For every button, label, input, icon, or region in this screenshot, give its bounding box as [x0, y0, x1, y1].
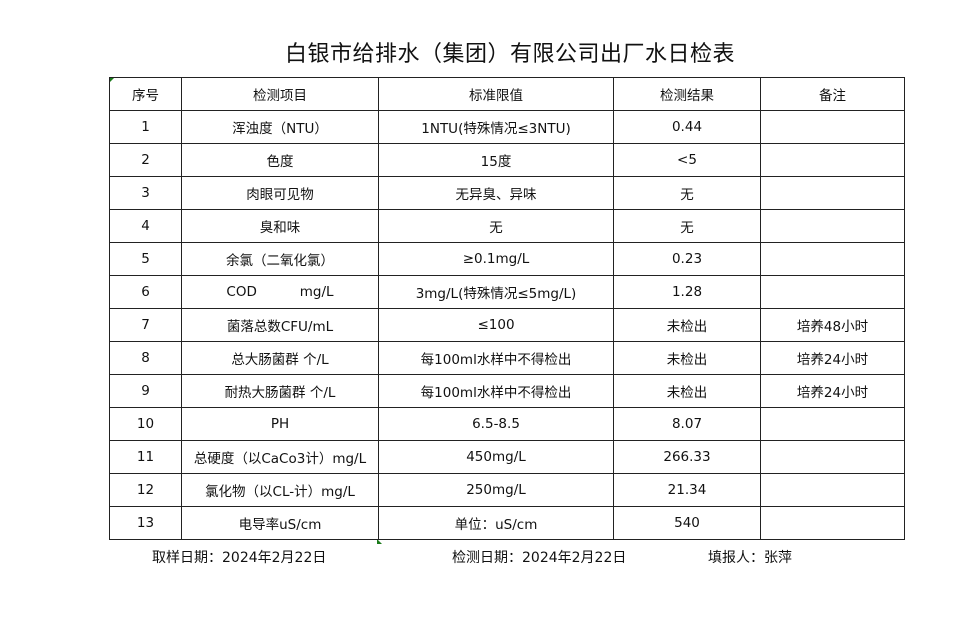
table-cell	[760, 506, 905, 540]
table-cell: 臭和味	[181, 209, 379, 243]
table-cell: 3	[109, 176, 182, 210]
table-row: 4 臭和味无无	[109, 209, 905, 243]
table-cell: 菌落总数CFU/mL	[181, 308, 379, 342]
table-row: 7 菌落总数CFU/mL ≤100 未检出 培养48小时	[109, 308, 905, 342]
table-cell	[760, 143, 905, 177]
column-header: 检测结果	[613, 77, 761, 111]
table-row: 5 余氯（二氧化氯） ≥0.1mg/L 0.23	[109, 242, 905, 276]
reporter: 填报人：张萍	[708, 550, 792, 566]
table-cell: 耐热大肠菌群 个/L	[181, 374, 379, 408]
table-row: 13 电导率uS/cm 单位：uS/cm 540	[109, 506, 905, 540]
table-cell: 培养24小时	[760, 374, 905, 408]
table-cell: COD mg/L	[181, 275, 379, 309]
table-cell: 电导率uS/cm	[181, 506, 379, 540]
table-cell: 0.23	[613, 242, 761, 276]
table-cell: 无异臭、异味	[378, 176, 614, 210]
table-cell: 10	[109, 407, 182, 441]
table-cell: 13	[109, 506, 182, 540]
table-cell: 6	[109, 275, 182, 309]
table-cell: 1	[109, 110, 182, 144]
table-cell: 余氯（二氧化氯）	[181, 242, 379, 276]
table-cell: 3mg/L(特殊情况≤5mg/L)	[378, 275, 614, 309]
table-row: 12 氯化物（以CL-计）mg/L 250mg/L 21.34	[109, 473, 905, 507]
table-cell: 单位：uS/cm	[378, 506, 614, 540]
table-cell: 450mg/L	[378, 440, 614, 474]
column-header: 检测项目	[181, 77, 379, 111]
table-cell: 2	[109, 143, 182, 177]
table-cell: 未检出	[613, 308, 761, 342]
table-cell	[760, 209, 905, 243]
table-cell: 1.28	[613, 275, 761, 309]
inspection-table: 序号 检测项目 标准限值 检测结果 备注 1 浑浊度（NTU） 1NTU(特殊情况≤3NTU…	[109, 77, 905, 540]
table-cell: 250mg/L	[378, 473, 614, 507]
table-cell: 浑浊度（NTU）	[181, 110, 379, 144]
table-cell: PH	[181, 407, 379, 441]
page-title: 白银市给排水（集团）有限公司出厂水日检表	[284, 42, 735, 67]
table-cell: 6.5-8.5	[378, 407, 614, 441]
table-cell: 266.33	[613, 440, 761, 474]
table-cell: 1NTU(特殊情况≤3NTU)	[378, 110, 614, 144]
table-cell	[760, 440, 905, 474]
table-cell	[760, 473, 905, 507]
table-cell: 色度	[181, 143, 379, 177]
table-cell	[760, 176, 905, 210]
table-row: 2 色度 15度 <5	[109, 143, 905, 177]
column-header: 序号	[109, 77, 182, 111]
table-cell: 4	[109, 209, 182, 243]
table-cell: ≤100	[378, 308, 614, 342]
table-row: 10 PH 6.5-8.5 8.07	[109, 407, 905, 441]
table-cell: 5	[109, 242, 182, 276]
table-cell: 总大肠菌群 个/L	[181, 341, 379, 375]
table-row: 6 COD mg/L 3mg/L(特殊情况≤5mg/L) 1.28	[109, 275, 905, 309]
table-cell: 每100ml水样中不得检出	[378, 374, 614, 408]
table-row: 9 耐热大肠菌群 个/L 每100ml水样中不得检出 未检出 培养24小时	[109, 374, 905, 408]
table-cell: 8	[109, 341, 182, 375]
table-cell: 培养48小时	[760, 308, 905, 342]
table-cell: 肉眼可见物	[181, 176, 379, 210]
table-cell	[760, 275, 905, 309]
table-cell: 9	[109, 374, 182, 408]
table-cell: 总硬度（以CaCo3计）mg/L	[181, 440, 379, 474]
table-cell: 无	[378, 209, 614, 243]
table-cell: 11	[109, 440, 182, 474]
table-cell	[760, 407, 905, 441]
table-cell: 未检出	[613, 341, 761, 375]
table-cell	[760, 242, 905, 276]
table-cell: 氯化物（以CL-计）mg/L	[181, 473, 379, 507]
table-cell: 15度	[378, 143, 614, 177]
table-cell: 每100ml水样中不得检出	[378, 341, 614, 375]
table-cell: 12	[109, 473, 182, 507]
table-cell: 无	[613, 176, 761, 210]
table-cell: 培养24小时	[760, 341, 905, 375]
table-cell: 8.07	[613, 407, 761, 441]
table-cell: 无	[613, 209, 761, 243]
sampling-date: 取样日期：2024年2月22日	[152, 550, 327, 566]
table-cell: 未检出	[613, 374, 761, 408]
table-row: 3 肉眼可见物 无异臭、异味无	[109, 176, 905, 210]
table-cell: 540	[613, 506, 761, 540]
table-row: 11 总硬度（以CaCo3计）mg/L 450mg/L 266.33	[109, 440, 905, 474]
test-date: 检测日期：2024年2月22日	[452, 550, 627, 566]
table-cell	[760, 110, 905, 144]
table-cell: 21.34	[613, 473, 761, 507]
table-cell: 0.44	[613, 110, 761, 144]
table-cell: <5	[613, 143, 761, 177]
table-cell: ≥0.1mg/L	[378, 242, 614, 276]
column-header: 备注	[760, 77, 905, 111]
table-cell: 7	[109, 308, 182, 342]
table-row: 1 浑浊度（NTU） 1NTU(特殊情况≤3NTU) 0.44	[109, 110, 905, 144]
column-header: 标准限值	[378, 77, 614, 111]
table-row: 8 总大肠菌群 个/L 每100ml水样中不得检出 未检出 培养24小时	[109, 341, 905, 375]
